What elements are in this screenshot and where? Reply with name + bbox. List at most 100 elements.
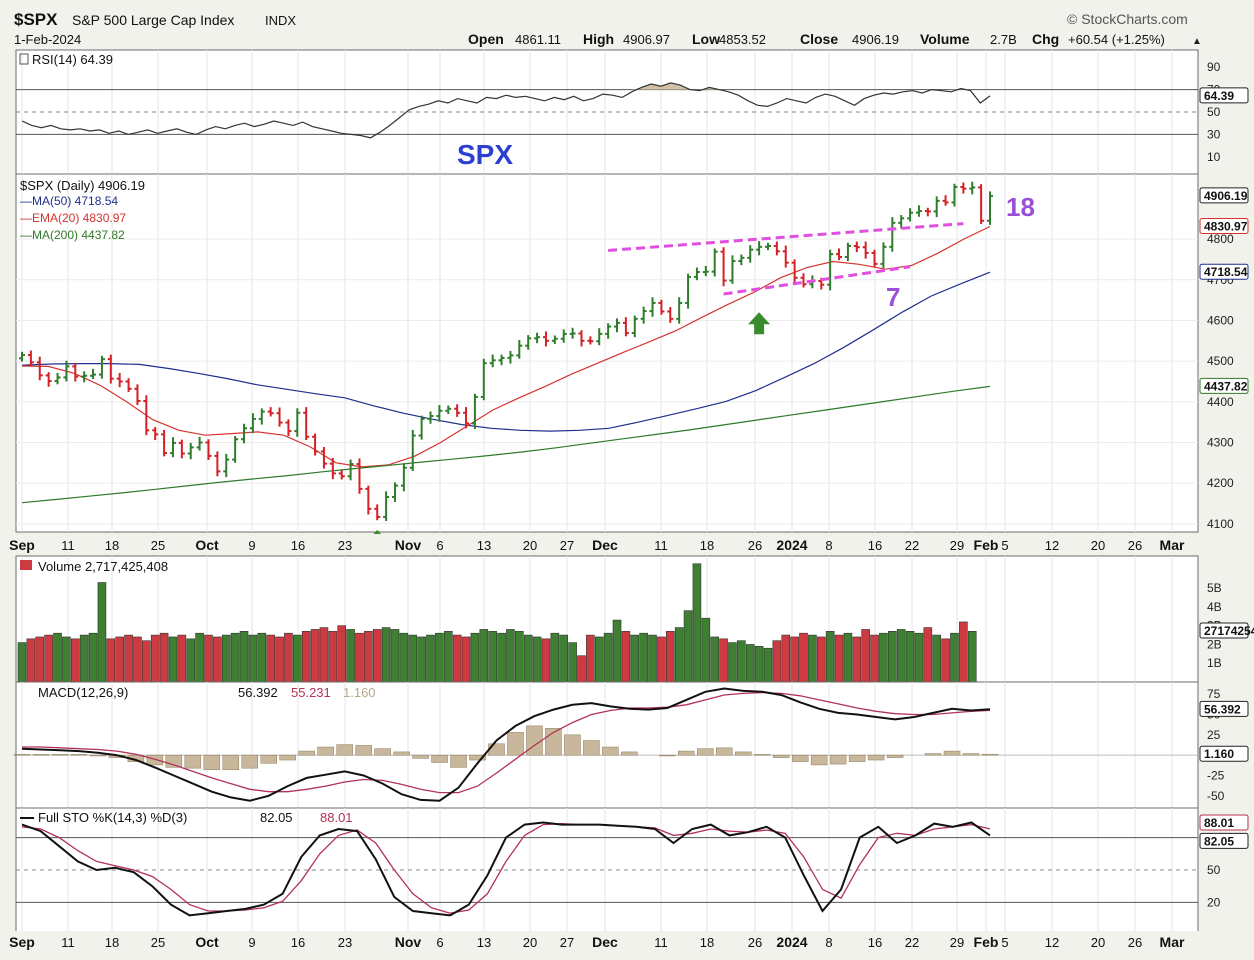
- sto-d-tag-box: [1199, 814, 1249, 831]
- arrow-up-icon: [748, 312, 771, 335]
- volume-bar: [870, 634, 879, 683]
- volume-bar: [763, 647, 773, 683]
- x-tick-label: 20: [523, 935, 537, 950]
- volume-bar: [213, 636, 222, 683]
- volume-bar: [577, 655, 586, 683]
- volume-bar: [861, 629, 870, 683]
- count-label-bottom: 7: [886, 282, 900, 312]
- volume-bar: [719, 638, 728, 683]
- quote-value-low: 4853.52: [719, 32, 766, 47]
- sto-tick-label: 20: [1207, 895, 1221, 909]
- volume-bar: [346, 629, 355, 683]
- x-tick-label: 5: [1001, 538, 1008, 553]
- volume-bar: [284, 632, 293, 683]
- volume-bar: [44, 634, 53, 683]
- x-tick-label: 29: [950, 538, 964, 553]
- volume-bar: [381, 627, 391, 683]
- x-tick-label: 8: [825, 935, 832, 950]
- volume-bar: [133, 636, 142, 683]
- ema20-tag: 4830.97: [1204, 219, 1248, 233]
- price-tick-label: 4500: [1207, 354, 1234, 368]
- macd-histogram-bar: [678, 750, 695, 756]
- macd-histogram-bar: [583, 740, 600, 756]
- x-tick-label: 23: [338, 538, 352, 553]
- macd-histogram-bar: [943, 750, 961, 756]
- macd-histogram-bar: [753, 754, 771, 756]
- volume-bar: [390, 629, 400, 683]
- macd-legend-value-0: 56.392: [238, 685, 278, 700]
- macd-histogram-bar: [298, 750, 315, 756]
- volume-bar: [568, 642, 577, 683]
- macd-histogram-bar: [412, 754, 429, 759]
- volume-bar: [452, 634, 462, 683]
- macd-tick-label: -50: [1207, 789, 1225, 803]
- macd-hist-tag: 1.160: [1204, 747, 1234, 761]
- rsi-tick-label: 90: [1207, 60, 1221, 74]
- macd-line: [21, 687, 991, 802]
- volume-bar: [301, 631, 311, 683]
- volume-bar: [586, 634, 595, 683]
- date-label: 1-Feb-2024: [14, 32, 81, 47]
- volume-bar: [648, 634, 657, 683]
- volume-bar: [426, 634, 435, 683]
- volume-bar: [204, 634, 213, 683]
- macd-legend-value-1: 55.231: [291, 685, 331, 700]
- x-axis-band: [0, 931, 1254, 953]
- volume-bar: [923, 627, 933, 683]
- volume-bar: [417, 636, 426, 683]
- volume-bar: [364, 631, 373, 683]
- rsi-legend-swatch: [19, 53, 29, 65]
- x-tick-label: 20: [1091, 935, 1105, 950]
- volume-bar: [674, 627, 684, 683]
- price-x-axis: Sep 11 18 25 Oct 9 16 23 Nov 6 13 20 27 Dec 11 18 26 2024…: [0, 534, 1254, 556]
- volume-bar: [26, 638, 36, 683]
- spx-annotation: SPX: [457, 139, 513, 170]
- volume-bar: [879, 632, 888, 683]
- x-tick-label: 11: [654, 935, 668, 950]
- volume-bar: [745, 644, 755, 683]
- chart-header: $SPX S&P 500 Large Cap Index INDX © Stoc…: [14, 10, 1202, 47]
- x-tick-label: Sep: [9, 537, 35, 553]
- macd-histogram-bar: [791, 754, 809, 762]
- sto-title: Full STO %K(14,3) %D(3): [38, 810, 187, 825]
- macd-histogram-bar: [450, 754, 467, 768]
- volume-tick-label: 5B: [1207, 581, 1222, 595]
- x-tick-label: 20: [1091, 538, 1105, 553]
- macd-histogram-bar: [184, 754, 202, 769]
- x-tick-label: 18: [700, 538, 714, 553]
- quote-strip: Open 4861.11 High 4906.97 Low 4853.52 Close 490…: [468, 31, 1202, 47]
- price-tick-label: 4600: [1207, 313, 1234, 327]
- x-tick-label: Sep: [9, 934, 35, 950]
- quote-value-close: 4906.19: [852, 32, 899, 47]
- macd-histogram-bar: [279, 754, 296, 761]
- macd-histogram-bar: [810, 754, 828, 766]
- rsi-line: [21, 82, 991, 139]
- macd-histogram-bar: [488, 743, 505, 756]
- volume-bar: [843, 632, 853, 683]
- macd-histogram-bar: [962, 753, 980, 756]
- volume-bar: [825, 631, 835, 683]
- price-close-tag-box: [1199, 187, 1249, 204]
- sto-k-tag-box: [1199, 832, 1249, 849]
- volume-bar: [408, 634, 418, 683]
- macd-tick-label: 75: [1207, 687, 1221, 701]
- ma-legend-2: —MA(200) 4437.82: [20, 228, 125, 242]
- macd-histogram-bar: [32, 754, 50, 756]
- macd-histogram-bar: [716, 747, 733, 756]
- price-frame: [15, 173, 1199, 533]
- macd-histogram-bar: [13, 754, 31, 756]
- x-tick-label: Oct: [195, 537, 219, 553]
- volume-bar: [79, 634, 89, 683]
- volume-bar: [221, 634, 231, 683]
- ma-legend-1: —EMA(20) 4830.97: [20, 211, 126, 225]
- x-tick-label: 2024: [776, 934, 807, 950]
- quote-value-open: 4861.11: [515, 32, 561, 47]
- macd-histogram-bar: [203, 754, 221, 771]
- volume-title: Volume 2,717,425,408: [38, 559, 168, 574]
- volume-bar: [506, 629, 515, 683]
- price-tick-label: 4200: [1207, 476, 1234, 490]
- volume-bar: [159, 632, 169, 683]
- macd-value-tag-box: [1199, 700, 1249, 717]
- rsi-title: RSI(14) 64.39: [32, 52, 113, 67]
- x-tick-label: 6: [436, 538, 443, 553]
